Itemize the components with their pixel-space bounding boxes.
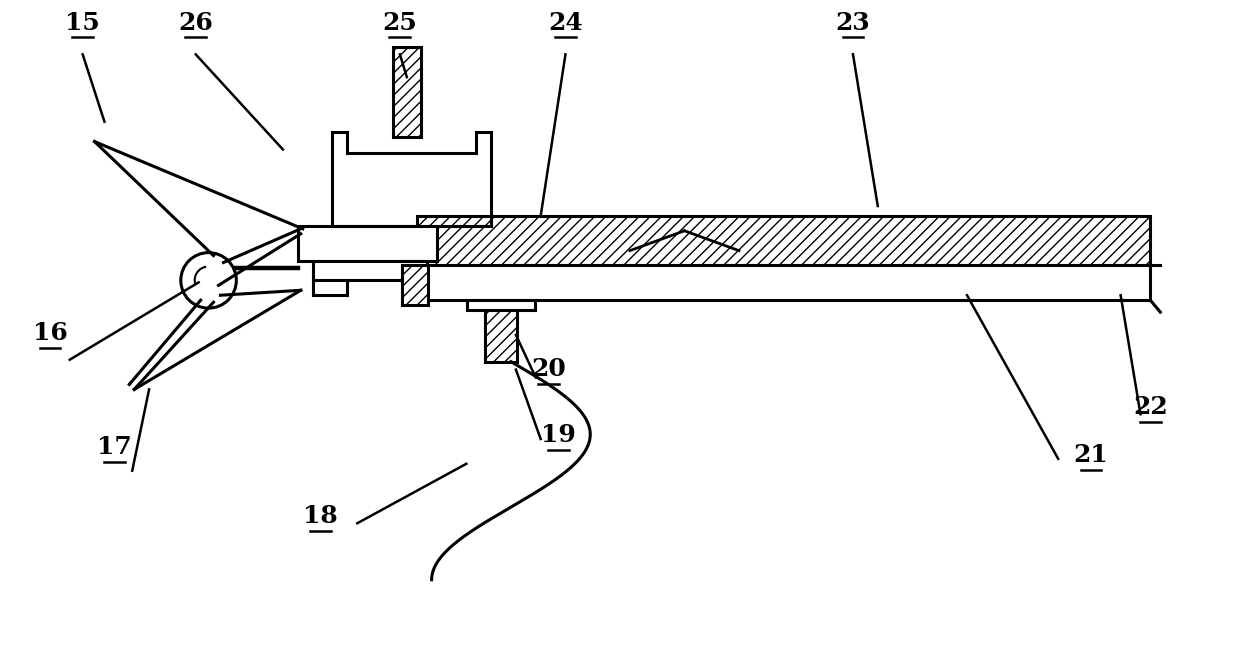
Polygon shape — [312, 260, 426, 280]
Polygon shape — [467, 300, 535, 310]
Polygon shape — [297, 226, 436, 260]
Text: 18: 18 — [304, 505, 338, 528]
Text: 25: 25 — [383, 10, 418, 34]
Text: 24: 24 — [548, 10, 582, 34]
Polygon shape — [416, 216, 1150, 266]
Text: 26: 26 — [178, 10, 213, 34]
Text: 15: 15 — [66, 10, 100, 34]
Text: 23: 23 — [835, 10, 870, 34]
Polygon shape — [393, 47, 421, 136]
Polygon shape — [416, 266, 1150, 300]
Text: 22: 22 — [1132, 395, 1168, 419]
Circle shape — [181, 253, 237, 308]
Polygon shape — [401, 266, 427, 305]
Polygon shape — [486, 308, 517, 362]
Text: 17: 17 — [97, 435, 131, 459]
Text: 21: 21 — [1073, 443, 1109, 467]
Text: 16: 16 — [32, 321, 67, 345]
Text: 20: 20 — [532, 357, 566, 382]
Text: 19: 19 — [541, 423, 576, 447]
